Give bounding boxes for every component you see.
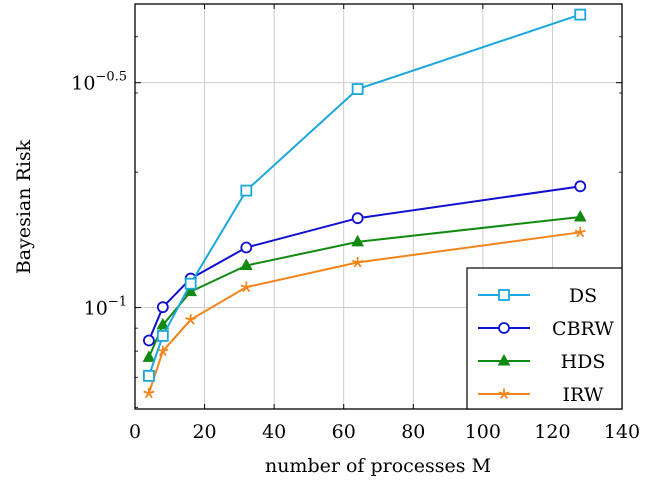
x-tick-label: 40	[262, 421, 286, 443]
legend-marker	[497, 353, 511, 366]
x-tick-label: 120	[534, 421, 570, 443]
data-point-irw	[143, 387, 155, 399]
legend-marker	[498, 388, 510, 399]
y-tick-label: 10−1	[84, 295, 127, 320]
data-point-irw	[240, 281, 252, 293]
data-point-irw	[352, 256, 364, 268]
x-tick-label: 20	[192, 421, 216, 443]
legend-label: IRW	[563, 384, 604, 406]
data-point-ds	[184, 277, 197, 290]
x-tick-label: 140	[604, 421, 640, 443]
data-point-cbrw	[240, 241, 253, 254]
star-arm	[574, 229, 581, 234]
series-ds	[143, 8, 587, 382]
legend-label: HDS	[561, 351, 606, 373]
y-tick-label: 10−0.5	[71, 70, 127, 95]
data-point-cbrw	[156, 301, 169, 314]
star-arm	[185, 317, 191, 321]
data-point-hds	[156, 317, 170, 330]
data-point-cbrw	[143, 334, 155, 347]
star-arm	[498, 391, 505, 395]
series-layer	[142, 8, 587, 399]
data-point-hds	[351, 234, 364, 247]
x-tick-label: 0	[129, 421, 141, 443]
data-point-cbrw	[574, 180, 587, 193]
data-point-hds	[239, 258, 253, 271]
y-tick-base: 10	[71, 73, 95, 95]
legend-marker	[498, 322, 510, 334]
data-point-hds	[573, 209, 587, 222]
legend-item-ds: DS	[478, 285, 597, 307]
y-tick-base: 10	[84, 298, 108, 320]
data-point-hds	[142, 350, 156, 362]
data-point-ds	[574, 8, 587, 21]
data-point-cbrw	[351, 212, 364, 225]
series-line-ds	[147, 13, 581, 377]
y-axis-title: Bayesian Risk	[13, 139, 35, 274]
series-line-cbrw	[147, 185, 581, 341]
series-line-irw	[147, 231, 581, 394]
legend-marker	[498, 289, 510, 301]
data-point-ds	[240, 184, 253, 197]
plot-frame	[134, 3, 623, 410]
star-arm	[352, 259, 358, 264]
x-tick-label: 60	[332, 421, 356, 443]
legend: DS CBRW HDS IRW	[466, 267, 623, 410]
star-arm	[143, 390, 150, 395]
legend-label: DS	[569, 285, 597, 307]
star-arm	[240, 284, 247, 289]
legend-item-irw: IRW	[478, 384, 604, 406]
y-tick-exponent: −0.5	[95, 70, 127, 85]
data-point-ds	[143, 369, 155, 382]
x-tick-label: 100	[465, 421, 501, 443]
legend-box	[466, 267, 623, 410]
legend-item-cbrw: CBRW	[478, 318, 614, 340]
x-axis-title: number of processes M	[265, 455, 491, 477]
y-tick-exponent: −1	[108, 295, 127, 310]
data-point-ds	[351, 83, 364, 95]
legend-item-hds: HDS	[478, 351, 605, 373]
data-point-irw	[574, 226, 586, 238]
x-tick-label: 80	[401, 421, 425, 443]
series-irw	[143, 226, 586, 399]
data-point-ds	[156, 330, 169, 342]
data-point-irw	[185, 314, 197, 325]
legend-label: CBRW	[552, 318, 614, 340]
